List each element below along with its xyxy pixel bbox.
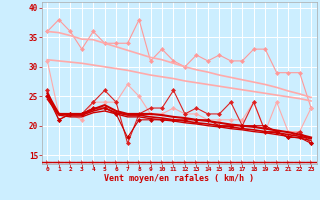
X-axis label: Vent moyen/en rafales ( km/h ): Vent moyen/en rafales ( km/h ) <box>104 174 254 183</box>
